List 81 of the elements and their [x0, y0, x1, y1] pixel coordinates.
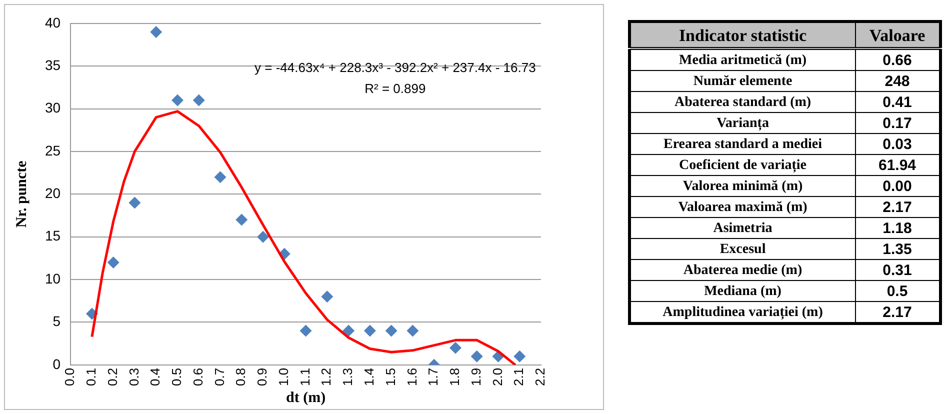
x-tick-label: 0.3: [126, 368, 142, 386]
point: [364, 324, 376, 337]
y-tick-label: 40: [44, 14, 61, 30]
point: [107, 256, 120, 268]
x-tick-label: 2.0: [490, 368, 505, 386]
text: Asimetria: [630, 218, 856, 238]
y-tick-label: 5: [52, 313, 61, 330]
annotation: R² = 0.899: [364, 80, 426, 96]
x-tick-label: 1.9: [468, 368, 484, 386]
x-tick-label: 0.9: [254, 368, 270, 386]
text: Excesul: [630, 238, 856, 260]
text: Amplitudinea variației (m): [630, 302, 856, 324]
x-tick-label: 0.5: [169, 368, 184, 386]
point: [236, 214, 248, 226]
text: 2.17: [855, 196, 940, 218]
text: Media aritmetică (m): [630, 48, 856, 70]
y-tick-label: 25: [44, 142, 61, 158]
x-tick-label: 1.6: [404, 368, 420, 386]
point: [470, 350, 483, 362]
point: [514, 350, 526, 362]
x-tick-label: 1.0: [276, 368, 291, 386]
text: Abaterea standard (m): [630, 92, 856, 112]
text: Varianța: [630, 112, 856, 134]
x-tick-label: 0.4: [148, 368, 163, 386]
text: 0.00: [855, 176, 940, 196]
x-tick-label: 2.2: [532, 368, 548, 386]
text: Valorea minimă (m): [630, 176, 856, 196]
text: 2.17: [855, 302, 940, 324]
text: 61.94: [855, 154, 940, 176]
point: [449, 342, 462, 354]
x-tick-label: 0.2: [104, 368, 120, 386]
point: [192, 94, 205, 106]
point: [171, 94, 184, 106]
y-axis-title: Nr. puncte: [14, 160, 30, 228]
text: 1.35: [855, 238, 940, 260]
x-tick-label: 1.5: [382, 368, 398, 386]
y-tick-label: 20: [44, 185, 61, 202]
x-tick-label: 0.7: [212, 368, 227, 386]
text: 0.5: [855, 280, 940, 302]
x-tick-label: 1.8: [447, 368, 462, 386]
x-tick-label: 1.1: [297, 368, 312, 386]
text: Abaterea medie (m): [630, 260, 856, 280]
text: Indicator statistic: [630, 22, 856, 48]
point: [385, 324, 398, 337]
x-tick-label: 0.1: [84, 368, 99, 386]
y-tick-label: 15: [44, 228, 61, 244]
point: [257, 230, 270, 243]
text: Număr elemente: [630, 70, 856, 92]
y-tick-label: 30: [44, 100, 61, 116]
point: [128, 196, 141, 209]
y-tick-label: 0: [52, 356, 61, 372]
text: Erearea standard a mediei: [630, 134, 856, 154]
text: 0.31: [855, 260, 940, 280]
x-tick-label: 0.0: [62, 368, 78, 386]
point: [406, 324, 419, 337]
text: 0.17: [855, 112, 940, 134]
y-tick-label: 35: [44, 56, 61, 73]
point: [214, 171, 226, 184]
x-tick-label: 1.4: [362, 368, 377, 386]
y-tick-label: 10: [44, 270, 61, 286]
text: Mediana (m): [630, 280, 856, 302]
text: 0.41: [855, 92, 940, 112]
x-tick-label: 0.8: [233, 368, 248, 386]
x-tick-label: 0.6: [190, 368, 206, 386]
point: [150, 26, 162, 38]
x-tick-label: 2.1: [511, 368, 526, 386]
x-axis-title: dt (m): [286, 390, 326, 406]
point: [321, 290, 334, 303]
text: Valoare: [855, 22, 940, 48]
annotation: y = -44.63x⁴ + 228.3x³ - 392.2x² + 237.4x - 16.73: [254, 60, 536, 75]
text: 0.03: [855, 134, 940, 154]
text: Coeficient de variație: [630, 154, 856, 176]
x-tick-label: 1.3: [340, 368, 356, 386]
text: 248: [855, 70, 940, 92]
text: 1.18: [855, 218, 940, 238]
text: Valoarea maximă (m): [630, 196, 856, 218]
point: [342, 324, 355, 337]
point: [300, 324, 312, 337]
x-tick-label: 1.7: [426, 368, 441, 386]
text: 0.66: [855, 48, 940, 70]
x-tick-label: 1.2: [318, 368, 334, 386]
